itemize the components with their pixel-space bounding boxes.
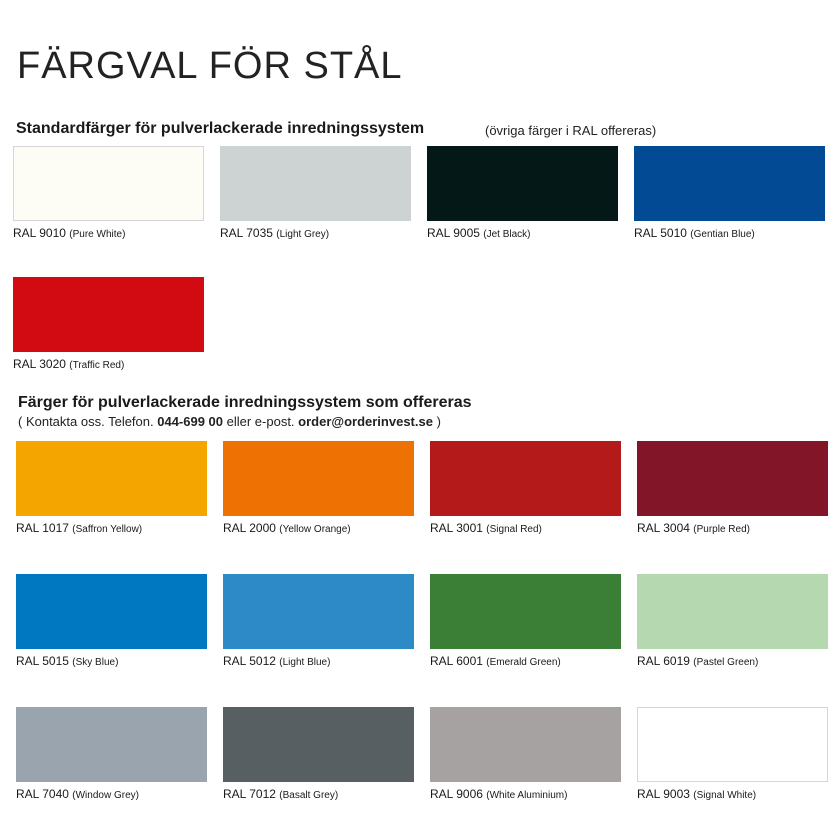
color-card: RAL 5012 (Light Blue)	[223, 574, 414, 668]
color-label: RAL 9010 (Pure White)	[13, 226, 204, 240]
ral-code: RAL 9005	[427, 226, 480, 240]
color-label: RAL 6001 (Emerald Green)	[430, 654, 621, 668]
contact-line: ( Kontakta oss. Telefon. 044-699 00 elle…	[18, 414, 441, 429]
color-card: RAL 9005 (Jet Black)	[427, 146, 618, 240]
color-label: RAL 5012 (Light Blue)	[223, 654, 414, 668]
color-label: RAL 3020 (Traffic Red)	[13, 357, 204, 371]
color-swatch	[223, 441, 414, 516]
color-swatch	[430, 574, 621, 649]
ral-code: RAL 9003	[637, 787, 690, 801]
ral-code: RAL 3001	[430, 521, 483, 535]
color-label: RAL 9005 (Jet Black)	[427, 226, 618, 240]
color-card: RAL 7012 (Basalt Grey)	[223, 707, 414, 801]
color-card: RAL 5015 (Sky Blue)	[16, 574, 207, 668]
contact-mid: eller e-post.	[223, 414, 299, 429]
color-label: RAL 7040 (Window Grey)	[16, 787, 207, 801]
color-swatch	[13, 146, 204, 221]
color-swatch	[637, 574, 828, 649]
color-swatch	[634, 146, 825, 221]
color-name: (Jet Black)	[483, 229, 531, 240]
standard-heading: Standardfärger för pulverlackerade inred…	[16, 120, 425, 137]
color-name: (White Aluminium)	[486, 790, 568, 801]
offered-swatch-grid: RAL 1017 (Saffron Yellow) RAL 2000 (Yello…	[16, 441, 828, 801]
color-card: RAL 2000 (Yellow Orange)	[223, 441, 414, 535]
color-swatch	[220, 146, 411, 221]
color-label: RAL 5015 (Sky Blue)	[16, 654, 207, 668]
color-card: RAL 3004 (Purple Red)	[637, 441, 828, 535]
ral-code: RAL 9010	[13, 226, 66, 240]
color-swatch	[637, 441, 828, 516]
color-label: RAL 9006 (White Aluminium)	[430, 787, 621, 801]
color-card: RAL 6019 (Pastel Green)	[637, 574, 828, 668]
color-name: (Sky Blue)	[72, 657, 119, 668]
color-name: (Light Grey)	[276, 229, 330, 240]
color-name: (Window Grey)	[72, 790, 139, 801]
color-card: RAL 9006 (White Aluminium)	[430, 707, 621, 801]
color-name: (Signal White)	[693, 790, 757, 801]
contact-email[interactable]: order@orderinvest.se	[298, 414, 433, 429]
color-swatch	[16, 707, 207, 782]
offered-heading: Färger för pulverlackerade inredningssys…	[18, 394, 472, 411]
color-name: (Pure White)	[69, 229, 126, 240]
ral-code: RAL 5015	[16, 654, 69, 668]
color-card: RAL 9003 (Signal White)	[637, 707, 828, 801]
color-label: RAL 6019 (Pastel Green)	[637, 654, 828, 668]
color-name: (Light Blue)	[279, 657, 331, 668]
color-swatch	[16, 441, 207, 516]
ral-code: RAL 1017	[16, 521, 69, 535]
color-swatch	[430, 441, 621, 516]
ral-code: RAL 7012	[223, 787, 276, 801]
ral-code: RAL 6001	[430, 654, 483, 668]
color-swatch	[427, 146, 618, 221]
color-label: RAL 7012 (Basalt Grey)	[223, 787, 414, 801]
color-card: RAL 7040 (Window Grey)	[16, 707, 207, 801]
color-card: RAL 5010 (Gentian Blue)	[634, 146, 825, 240]
color-name: (Gentian Blue)	[690, 229, 755, 240]
color-label: RAL 3004 (Purple Red)	[637, 521, 828, 535]
color-name: (Pastel Green)	[693, 657, 759, 668]
color-label: RAL 3001 (Signal Red)	[430, 521, 621, 535]
ral-code: RAL 2000	[223, 521, 276, 535]
color-card: RAL 7035 (Light Grey)	[220, 146, 411, 240]
standard-swatch-grid: RAL 9010 (Pure White) RAL 7035 (Light Gre…	[13, 146, 825, 371]
color-label: RAL 2000 (Yellow Orange)	[223, 521, 414, 535]
color-swatch	[430, 707, 621, 782]
ral-code: RAL 3020	[13, 357, 66, 371]
color-name: (Traffic Red)	[69, 360, 125, 371]
color-card: RAL 3020 (Traffic Red)	[13, 277, 204, 371]
standard-note: (övriga färger i RAL offereras)	[485, 123, 657, 138]
contact-phone: 044-699 00	[157, 414, 224, 429]
color-card: RAL 9010 (Pure White)	[13, 146, 204, 240]
ral-code: RAL 7040	[16, 787, 69, 801]
color-swatch	[223, 707, 414, 782]
page-title: FÄRGVAL FÖR STÅL	[17, 45, 403, 87]
color-card: RAL 6001 (Emerald Green)	[430, 574, 621, 668]
ral-code: RAL 5010	[634, 226, 687, 240]
contact-post: )	[432, 414, 441, 429]
color-name: (Emerald Green)	[486, 657, 561, 668]
color-card: RAL 3001 (Signal Red)	[430, 441, 621, 535]
color-swatch	[223, 574, 414, 649]
ral-code: RAL 6019	[637, 654, 690, 668]
color-name: (Saffron Yellow)	[72, 524, 143, 535]
color-card: RAL 1017 (Saffron Yellow)	[16, 441, 207, 535]
color-label: RAL 1017 (Saffron Yellow)	[16, 521, 207, 535]
color-name: (Purple Red)	[693, 524, 750, 535]
color-swatch	[13, 277, 204, 352]
contact-pre: ( Kontakta oss. Telefon.	[18, 414, 158, 429]
ral-code: RAL 3004	[637, 521, 690, 535]
color-swatch	[16, 574, 207, 649]
ral-code: RAL 7035	[220, 226, 273, 240]
color-name: (Signal Red)	[486, 524, 542, 535]
ral-code: RAL 9006	[430, 787, 483, 801]
color-label: RAL 5010 (Gentian Blue)	[634, 226, 825, 240]
color-swatch	[637, 707, 828, 782]
color-name: (Basalt Grey)	[279, 790, 339, 801]
ral-code: RAL 5012	[223, 654, 276, 668]
color-label: RAL 7035 (Light Grey)	[220, 226, 411, 240]
color-label: RAL 9003 (Signal White)	[637, 787, 828, 801]
color-name: (Yellow Orange)	[279, 524, 351, 535]
